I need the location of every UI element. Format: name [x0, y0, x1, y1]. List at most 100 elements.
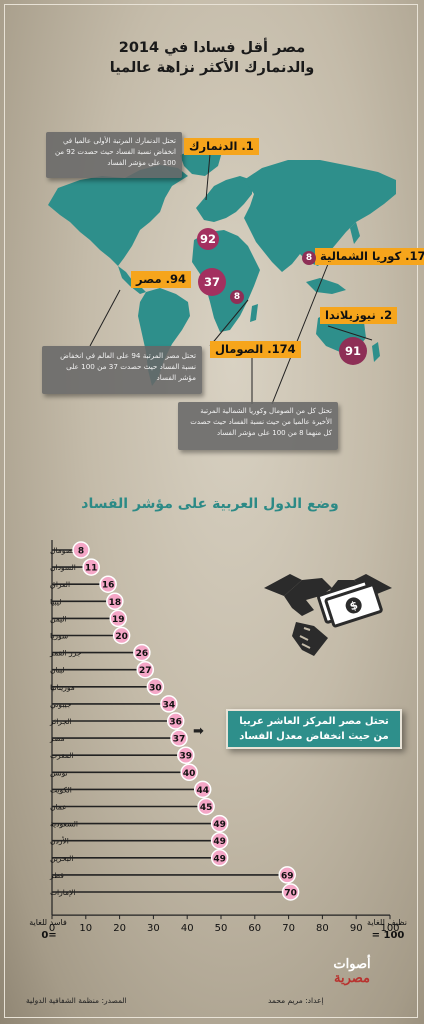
- x-tick-label: 0: [49, 923, 55, 934]
- bar-value-dot: [210, 814, 229, 833]
- egypt-rank-note-line-2: من حيث انخفاض معدل الفساد: [239, 731, 389, 742]
- title-line-2: والدنمارك الأكثر نزاهة عالميا: [109, 60, 315, 76]
- bar-value-dot: [281, 883, 300, 901]
- japan-shape: [350, 222, 360, 244]
- asia-shape: [244, 160, 396, 272]
- bar-value-label: 49: [213, 820, 226, 830]
- bar-value-label: 27: [139, 666, 152, 676]
- bar-value-dot: [82, 558, 100, 576]
- egypt-score-circle: 37: [198, 268, 226, 296]
- bar-value-label: 8: [78, 547, 84, 557]
- bar-value-dot: [106, 592, 124, 611]
- bar-value-label: 11: [85, 564, 98, 574]
- egypt-callout: تحتل مصر المرتبة 94 على العالم في انخفاض…: [42, 346, 202, 394]
- bar-value-dot: [112, 626, 131, 645]
- bar-value-dot: [210, 831, 229, 850]
- greenland-shape: [180, 148, 222, 176]
- bar-value-label: 45: [200, 803, 213, 813]
- scale-right-label: نظيف للغاية: [367, 918, 407, 927]
- egypt-rank-note: تحتل مصر المركز العاشر عربيا من حيث انخف…: [226, 709, 402, 749]
- title-line-1: مصر أقل فسادا في 2014: [118, 40, 306, 56]
- scale-right-value: 100 =: [371, 930, 405, 941]
- bar-value-label: 49: [213, 837, 226, 847]
- x-tick-label: 20: [113, 923, 126, 934]
- x-tick-label: 70: [282, 923, 295, 934]
- x-tick-label: 100: [380, 923, 399, 934]
- bar-value-label: 16: [102, 581, 115, 591]
- denmark-callout: تحتل الدنمارك المرتبة الأولى عالميا في ا…: [46, 132, 182, 178]
- bar-value-label: 44: [196, 786, 209, 796]
- bar-value-dot: [177, 746, 195, 764]
- bar-value-dot: [133, 643, 151, 662]
- bar-value-dot: [160, 695, 178, 713]
- x-tick-label: 10: [79, 923, 92, 934]
- section-title: وضع الدول العربية على مؤشر الفساد: [81, 496, 339, 512]
- bar-value-dot: [193, 780, 212, 799]
- somalia-label: 174. الصومال: [210, 341, 301, 358]
- bar-value-label: 40: [183, 769, 196, 779]
- arrow-indicator-icon: ➡: [193, 724, 204, 739]
- bar-value-dot: [180, 763, 198, 782]
- leader-line-somalia: [209, 299, 249, 347]
- europe-shape: [196, 176, 252, 222]
- bar-value-dot: [109, 609, 127, 628]
- bar-value-dot: [146, 678, 165, 696]
- new-zealand-shape: [372, 342, 380, 362]
- scale-left-value: =0: [41, 930, 57, 941]
- x-tick-label: 40: [181, 923, 194, 934]
- x-tick-label: 30: [147, 923, 160, 934]
- bar-value-dot: [72, 541, 90, 559]
- bar-value-label: 19: [112, 615, 125, 625]
- bar-value-label: 39: [180, 752, 193, 762]
- logo-line-1: أصوات: [333, 957, 371, 972]
- handshake-money-icon: $: [264, 574, 392, 656]
- somalia-nk-callout: تحتل كل من الصومال وكوريا الشمالية المرت…: [178, 402, 338, 450]
- svg-text:$: $: [348, 599, 359, 614]
- x-tick-label: 60: [248, 923, 261, 934]
- bar-value-label: 34: [163, 700, 176, 710]
- leader-line-denmark: [205, 153, 211, 201]
- leader-line-egypt: [89, 289, 121, 347]
- x-tick-label: 80: [316, 923, 329, 934]
- bar-value-dot: [278, 866, 296, 884]
- bar-value-dot: [99, 575, 117, 593]
- denmark-score-circle: 92: [197, 228, 219, 250]
- scale-left-label: فاسد للغاية: [29, 918, 67, 927]
- bar-value-label: 37: [173, 735, 186, 745]
- bar-value-label: 30: [149, 683, 162, 693]
- bar-value-dot: [136, 660, 155, 679]
- somalia-score-circle: 8: [230, 290, 244, 304]
- madagascar-shape: [250, 304, 258, 322]
- bar-value-label: 49: [213, 854, 226, 864]
- bar-value-label: 70: [284, 889, 297, 899]
- new-zealand-label: 2. نيوزيلاندا: [320, 307, 398, 324]
- egypt-rank-note-line-1: تحتل مصر المركز العاشر عربيا: [239, 716, 389, 727]
- se-asia-islands-shape: [306, 278, 346, 294]
- logo-line-2: مصرية: [334, 971, 370, 986]
- denmark-label: 1. الدنمارك: [184, 138, 259, 155]
- north-america-shape: [48, 165, 188, 266]
- bar-value-dot: [170, 729, 188, 747]
- bar-value-label: 26: [136, 649, 149, 659]
- x-tick-label: 50: [215, 923, 228, 934]
- aswat-masriya-logo: أصوات مصرية: [324, 958, 380, 988]
- bar-value-label: 20: [115, 632, 128, 642]
- prepared-credit: إعداد: مريم محمد: [268, 996, 324, 1005]
- bar-value-label: 69: [281, 871, 294, 881]
- egypt-label: 94. مصر: [131, 271, 191, 288]
- page-frame: [4, 4, 418, 1018]
- bar-value-dot: [166, 712, 185, 730]
- north-korea-score-circle: 8: [302, 251, 316, 265]
- leader-line-nz: [327, 325, 373, 341]
- source-credit: المصدر: منظمة الشفافية الدولية: [26, 996, 127, 1005]
- bar-value-label: 36: [169, 718, 182, 728]
- leader-line-nk-callout: [271, 263, 329, 405]
- x-tick-label: 90: [350, 923, 363, 934]
- bar-value-dot: [210, 849, 229, 867]
- north-korea-label: 174. كوريا الشمالية: [315, 248, 424, 265]
- new-zealand-score-circle: 91: [339, 337, 367, 365]
- bar-value-dot: [197, 797, 215, 816]
- bar-value-label: 18: [109, 598, 122, 608]
